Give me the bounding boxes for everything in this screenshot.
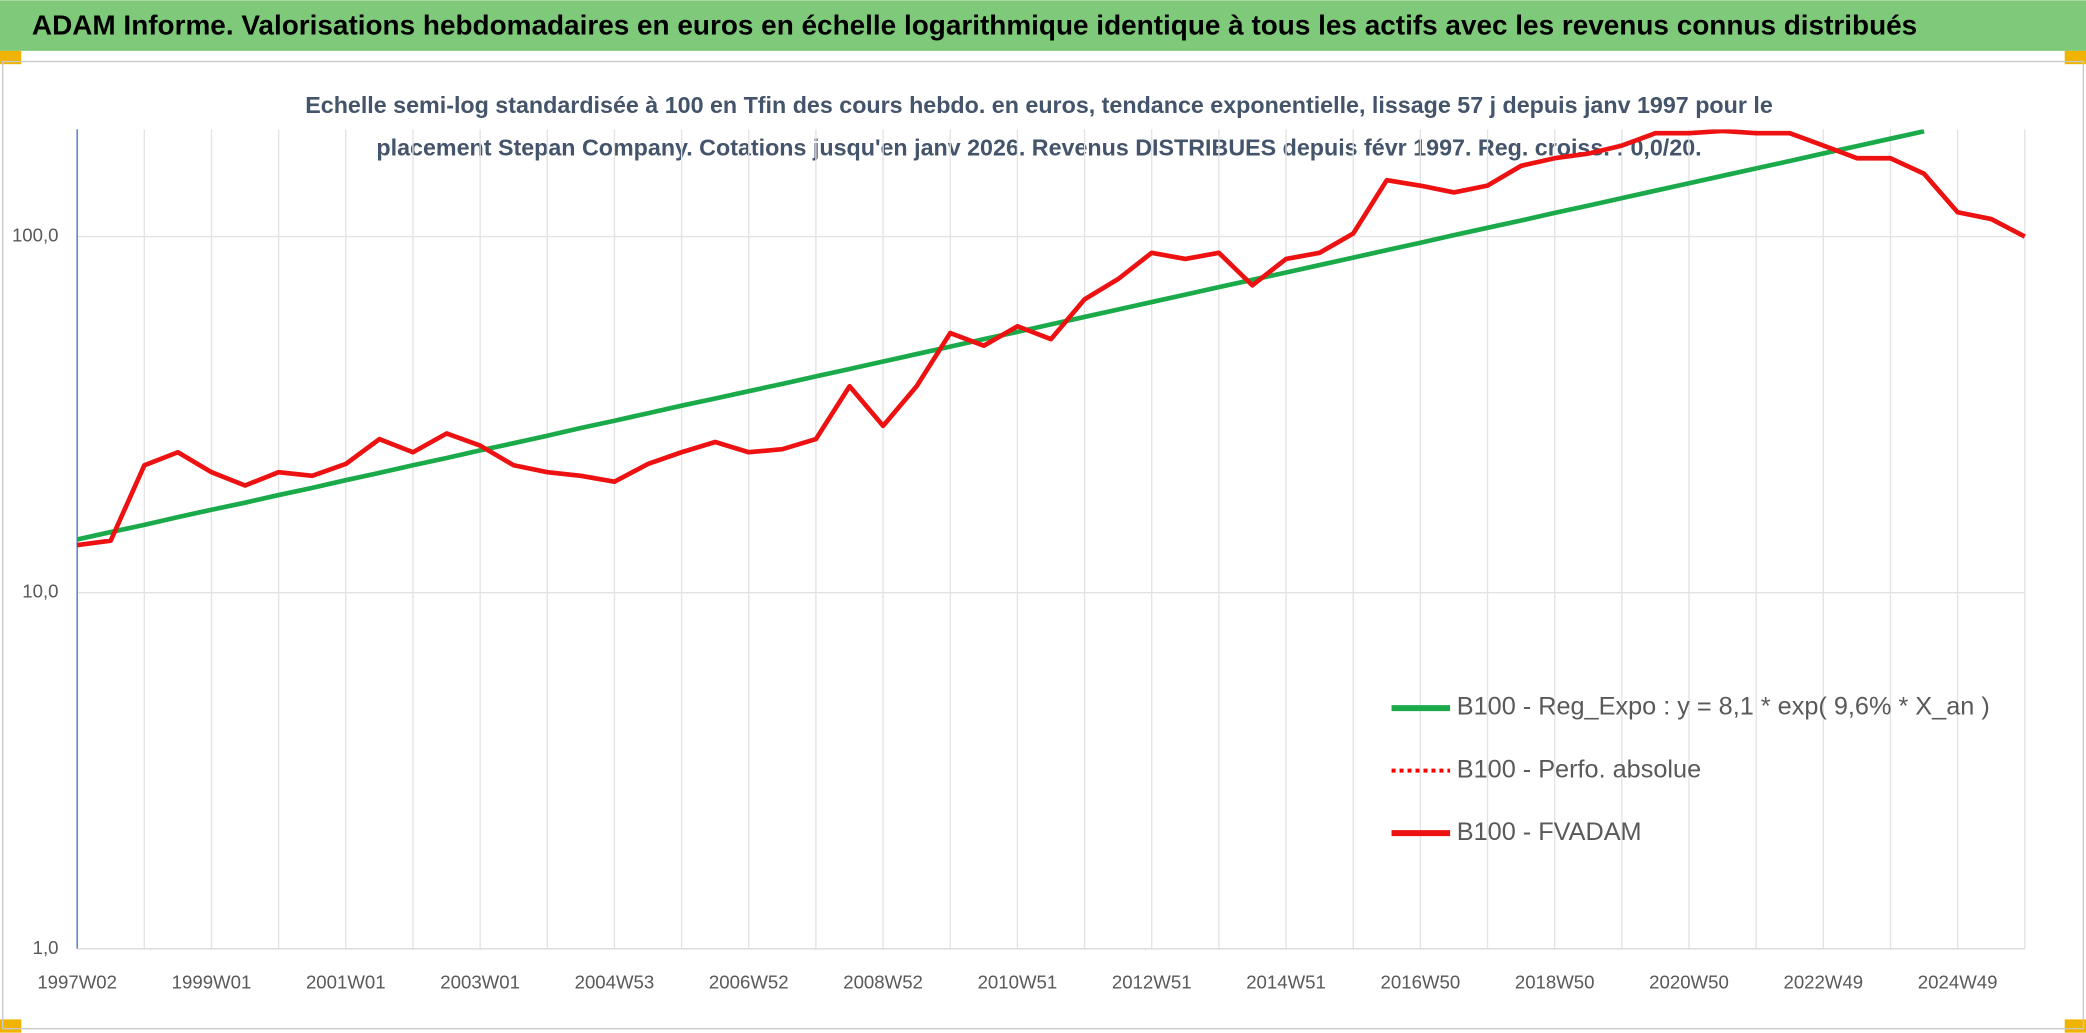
x-tick-label: 1999W01 <box>172 971 252 992</box>
x-tick-label: 2018W50 <box>1515 971 1595 992</box>
x-tick-label: 2012W51 <box>1112 971 1192 992</box>
y-tick-label: 100,0 <box>12 224 59 245</box>
plot-area <box>77 129 2026 548</box>
x-tick-label: 2003W01 <box>440 971 520 992</box>
x-tick-label: 2024W49 <box>1918 971 1998 992</box>
x-tick-label: 2014W51 <box>1246 971 1326 992</box>
legend-label: B100 - Perfo. absolue <box>1457 755 1701 783</box>
y-tick-label: 10,0 <box>22 581 58 602</box>
x-tick-label: 2020W50 <box>1649 971 1729 992</box>
x-tick-label: 2001W01 <box>306 971 386 992</box>
x-tick-label: 1997W02 <box>37 971 117 992</box>
x-tick-label: 2022W49 <box>1783 971 1863 992</box>
series-line <box>77 129 2026 548</box>
title-bar <box>0 0 2086 51</box>
legend-label: B100 - Reg_Expo : y = 8,1 * exp( 9,6% * … <box>1457 693 1990 721</box>
x-tick-label: 2010W51 <box>978 971 1058 992</box>
x-tick-label: 2008W52 <box>843 971 923 992</box>
subtitle: placement Stepan Company. Cotations jusq… <box>376 134 1701 160</box>
subtitle: Echelle semi-log standardisée à 100 en T… <box>305 92 1773 118</box>
x-tick-label: 2016W50 <box>1381 971 1461 992</box>
chart-title: ADAM Informe. Valorisations hebdomadaire… <box>32 9 1917 40</box>
x-tick-label: 2004W53 <box>575 971 655 992</box>
y-tick-label: 1,0 <box>33 937 59 958</box>
chart-border <box>1 60 2085 1030</box>
legend-label: B100 - FVADAM <box>1457 818 1642 846</box>
x-tick-label: 2006W52 <box>709 971 789 992</box>
